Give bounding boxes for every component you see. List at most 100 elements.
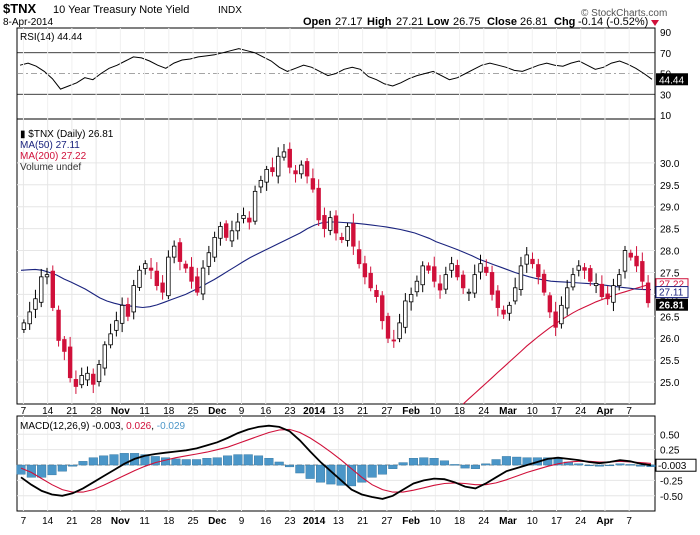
x-axis-tick-label-bottom: 17 <box>551 516 563 527</box>
candle-body <box>408 293 414 303</box>
candle-body <box>67 346 73 379</box>
macd-histogram-bar <box>388 464 398 469</box>
candle-body <box>426 265 431 271</box>
candle-body <box>189 266 194 282</box>
rsi-tick-label: 30 <box>660 90 672 101</box>
price-tick-label: 28.5 <box>660 225 680 236</box>
close-last-value: 26.81 <box>659 301 684 312</box>
x-axis-tick-label-bottom: 11 <box>139 516 150 527</box>
x-axis-tick-label: 9 <box>239 406 245 417</box>
rsi-tick-label: 90 <box>660 28 672 39</box>
macd-histogram-bar <box>512 456 522 466</box>
x-axis-tick-label: Dec <box>208 406 227 417</box>
x-axis-tick-label: 24 <box>478 406 490 417</box>
candle-body <box>541 273 547 293</box>
candle-body <box>287 148 292 168</box>
candle-body <box>276 155 281 177</box>
candle-body <box>645 282 651 304</box>
x-axis-tick-label: 2014 <box>303 406 326 417</box>
macd-histogram-bar <box>285 464 295 468</box>
macd-histogram-bar <box>346 464 357 487</box>
candle-body <box>102 344 107 369</box>
candle-body <box>229 230 235 242</box>
price-tick-label: 29.0 <box>660 203 680 214</box>
price-tick-label: 26.5 <box>660 312 680 323</box>
watermark: © StockCharts.com <box>581 8 667 19</box>
price-tick-label: 28.0 <box>660 247 680 258</box>
x-axis-tick-label-bottom: 14 <box>42 516 54 527</box>
close-value: 26.81 <box>520 16 548 28</box>
x-axis-tick-label: 24 <box>575 406 587 417</box>
x-axis-tick-label-bottom: 2014 <box>303 516 326 527</box>
macd-histogram-bar <box>315 464 326 483</box>
candle-body <box>154 270 160 287</box>
x-axis-tick-label-bottom: 25 <box>187 516 199 527</box>
volume-legend: Volume undef <box>20 162 81 173</box>
price-tick-label: 29.5 <box>660 181 680 192</box>
candle-body <box>501 309 506 315</box>
macd-histogram-bar <box>553 458 563 466</box>
macd-histogram-bar <box>615 463 625 466</box>
candle-body <box>512 287 518 302</box>
candle-body <box>44 274 50 278</box>
candle-body <box>403 300 408 328</box>
macd-line <box>20 424 652 500</box>
macd-legend-label: MACD(12,26,9) <box>20 421 89 432</box>
candle-body <box>62 339 67 352</box>
candle-body <box>91 373 96 385</box>
candle-body <box>264 169 269 183</box>
x-axis-tick-label: 10 <box>527 406 539 417</box>
x-axis-tick-label-bottom: 10 <box>430 516 442 527</box>
x-axis-tick-label-bottom: Feb <box>402 516 420 527</box>
x-axis-tick-label: 10 <box>430 406 442 417</box>
candle-body <box>351 223 356 247</box>
x-axis-tick-label-bottom: 10 <box>527 516 539 527</box>
ma50-legend-label: MA(50) <box>20 140 53 151</box>
candle-body <box>553 311 558 328</box>
candle-body <box>50 270 55 308</box>
macd-last-value: -0.003 <box>658 461 687 472</box>
macd-histogram-bar <box>264 458 274 466</box>
macd-histogram-bar <box>501 456 511 466</box>
high-value: 27.21 <box>396 16 424 28</box>
candle-body <box>368 272 373 289</box>
candle-body <box>33 298 38 310</box>
macd-histogram-bar <box>68 464 78 467</box>
ma50-last-value-box <box>655 286 689 299</box>
price-panel <box>16 118 656 405</box>
macd-histogram-bar <box>584 464 594 467</box>
ma200-legend-value: 27.22 <box>61 151 86 162</box>
price-tick-label: 27.5 <box>660 268 680 279</box>
x-axis-tick-label: 7 <box>21 406 27 417</box>
macd-histogram-bar <box>367 464 377 478</box>
candle-body <box>449 263 454 271</box>
candle-body <box>414 280 420 293</box>
candle-body <box>223 223 229 238</box>
candle-body <box>489 272 495 295</box>
candle-body <box>183 263 188 269</box>
candle-body <box>96 364 102 383</box>
candle-body <box>484 266 489 273</box>
x-axis-tick-label-bottom: Mar <box>499 516 517 527</box>
macd-histogram-bar <box>636 464 646 467</box>
x-axis-tick-label-bottom: 21 <box>66 516 78 527</box>
candle-body <box>565 287 570 309</box>
candle-body <box>299 164 304 175</box>
candle-body <box>148 267 154 271</box>
macd-histogram-bar <box>419 457 429 466</box>
macd-histogram-bar <box>171 458 181 466</box>
x-axis-tick-label-bottom: Nov <box>111 516 130 527</box>
candle-body <box>634 255 639 267</box>
candle-body <box>570 274 576 288</box>
macd-histogram-bar <box>574 463 584 466</box>
x-axis-tick-label: Mar <box>499 406 517 417</box>
macd-tick-label: 0.25 <box>660 446 680 457</box>
candle-body <box>21 322 27 330</box>
candle-body <box>391 339 396 342</box>
macd-histogram-bar <box>594 464 604 467</box>
x-axis-tick-label: 18 <box>163 406 175 417</box>
x-axis-tick-label: 13 <box>333 406 345 417</box>
macd-histogram-bar <box>181 459 191 466</box>
macd-histogram-bar <box>223 455 233 466</box>
